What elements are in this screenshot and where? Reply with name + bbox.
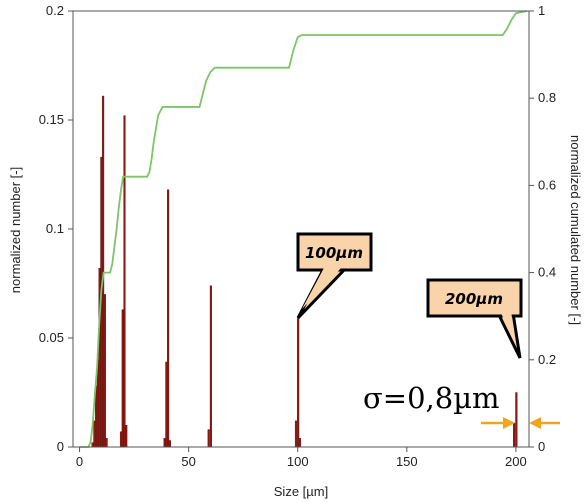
y-left-axis-title: normalized number [-] [8,167,23,293]
callout-200-box [426,278,523,318]
callout-100-label: 100µm [305,244,363,262]
bar-10 [121,309,124,448]
bar-1 [93,420,96,448]
bar-13 [163,438,166,448]
bar-14 [165,361,168,448]
cumulative-series [79,10,527,448]
bar-21 [298,438,301,448]
bar-18 [209,285,212,448]
y-right-tick-label-5: 1 [538,3,545,18]
bar-17 [207,429,210,448]
callout-100: 100µm [296,232,373,320]
bar-19 [294,420,298,448]
y-left-tick-label-2: 0.1 [46,221,64,236]
callout-200-label: 200µm [445,290,503,308]
bar-16 [168,440,171,448]
y-left-tick-label-3: 0.15 [39,112,64,127]
x-axis-title: Size [µm] [274,484,328,499]
bar-7 [103,294,106,448]
x-tick-label-2: 100 [287,454,309,469]
bar-8 [105,438,108,448]
y-left-tick-label-4: 0.2 [46,3,64,18]
y-right-axis-title: normalized cumulated number [-] [568,135,583,325]
y-right-tick-label-4: 0.8 [538,90,556,105]
bar-23 [515,392,518,448]
callout-100-box [296,232,373,272]
bar-9 [119,431,123,448]
right-arrow-head [529,417,541,429]
y-right-tick-label-0: 0 [538,439,545,454]
x-tick-label-3: 150 [396,454,418,469]
y-right-tick-label-2: 0.4 [538,265,556,280]
width-arrows [481,417,560,429]
x-tick-label-4: 200 [505,454,527,469]
bar-0 [91,442,94,448]
bar-6 [102,95,105,448]
axis-ticks: 0 50 100 150 200 0 0.05 0.1 0.15 0.2 0 0.2 0.4 0.6 0.8… [39,3,556,469]
callout-200: 200µm [426,278,523,359]
x-tick-label-0: 0 [76,454,83,469]
bar-15 [167,189,170,448]
x-tick-label-1: 50 [181,454,195,469]
y-right-tick-label-1: 0.2 [538,352,556,367]
sigma-annotation: σ=0,8µm [363,381,500,415]
y-left-tick-label-1: 0.05 [39,330,64,345]
y-right-tick-label-3: 0.6 [538,177,556,192]
bar-22 [513,422,516,448]
cumulative-line [79,10,527,448]
bar-12 [125,425,128,448]
left-arrow-head [503,417,515,429]
bar-20 [297,318,300,448]
y-left-tick-label-0: 0 [57,439,64,454]
bar-11 [123,115,126,448]
